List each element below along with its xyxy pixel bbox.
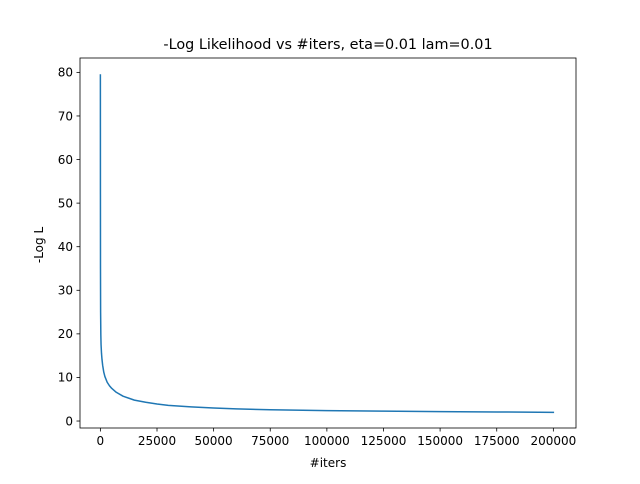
x-tick-label: 75000 (251, 434, 289, 448)
y-axis-label: -Log L (32, 227, 46, 264)
x-tick-label: 50000 (195, 434, 233, 448)
y-tick-label: 20 (58, 327, 73, 341)
y-tick-label: 10 (58, 371, 73, 385)
plot-area: 0 25000 50000 75000 100000 125000 150000 175000… (58, 57, 577, 448)
x-tick-label: 175000 (474, 434, 520, 448)
x-tick-label: 0 (97, 434, 105, 448)
y-tick-label: 50 (58, 196, 73, 210)
y-tick-label: 80 (58, 66, 73, 80)
y-tick-label: 40 (58, 240, 73, 254)
x-tick-label: 100000 (304, 434, 350, 448)
y-tick-label: 70 (58, 109, 73, 123)
x-tick-label: 25000 (138, 434, 176, 448)
axes-frame (79, 57, 577, 429)
x-tick-label: 150000 (417, 434, 463, 448)
x-axis-label: #iters (310, 456, 347, 470)
series-line-0 (99, 74, 555, 414)
chart-title: -Log Likelihood vs #iters, eta=0.01 lam=… (163, 37, 492, 53)
x-tick-label: 200000 (530, 434, 576, 448)
y-tick-label: 30 (58, 284, 73, 298)
x-tick-label: 125000 (361, 434, 407, 448)
y-tick-label: 60 (58, 153, 73, 167)
y-tick-label: 0 (65, 414, 73, 428)
